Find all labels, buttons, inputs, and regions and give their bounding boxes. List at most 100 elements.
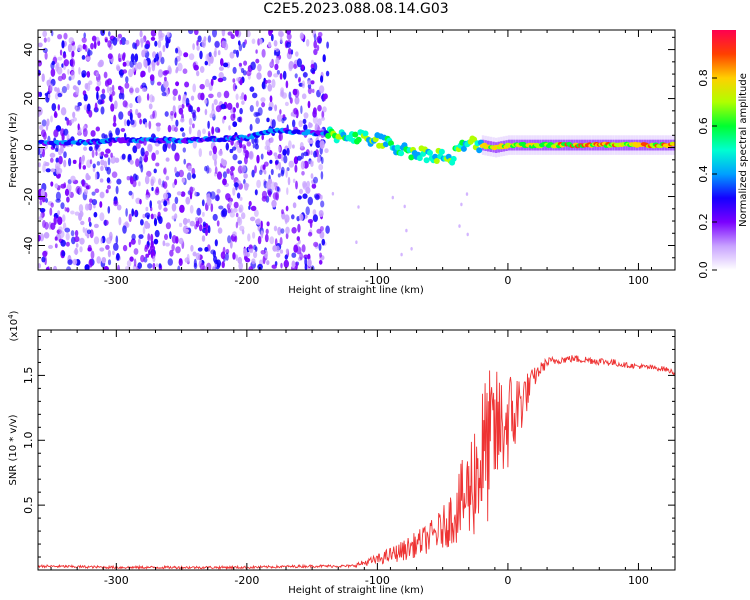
noise-speck	[241, 164, 247, 173]
noise-speck	[212, 152, 218, 161]
noise-speck	[208, 150, 213, 156]
noise-speck	[158, 263, 162, 269]
noise-speck	[137, 95, 142, 104]
noise-speck	[49, 207, 53, 216]
noise-speck	[199, 50, 203, 60]
noise-speck	[214, 259, 219, 265]
noise-speck	[278, 132, 282, 142]
noise-speck	[121, 92, 125, 100]
noise-speck	[113, 200, 119, 207]
noise-speck	[232, 78, 236, 83]
noise-speck	[274, 104, 278, 112]
noise-speck	[250, 205, 257, 212]
noise-speck	[95, 71, 99, 78]
noise-speck	[307, 253, 311, 261]
noise-speck	[282, 70, 287, 80]
noise-speck	[116, 65, 121, 72]
noise-speck	[276, 252, 281, 258]
noise-speck	[202, 221, 206, 227]
snr-x-ticks: -300 -200 -100 0 100	[50, 330, 653, 587]
noise-speck	[144, 212, 151, 218]
noise-speck	[220, 103, 226, 110]
noise-speck	[44, 162, 50, 167]
noise-speck	[206, 165, 210, 174]
noise-speck	[83, 188, 88, 196]
noise-speck	[242, 70, 247, 76]
noise-speck	[86, 175, 91, 181]
snr-y-ticks: 0.5 1.0 1.5	[22, 335, 675, 558]
noise-speck	[285, 205, 289, 212]
noise-speck	[78, 67, 81, 75]
noise-speck	[135, 108, 139, 116]
signal-point	[427, 149, 433, 156]
noise-speck	[187, 165, 192, 172]
noise-speck	[308, 160, 314, 165]
noise-speck	[249, 123, 253, 132]
noise-speck	[294, 164, 298, 173]
noise-speck	[318, 163, 324, 171]
noise-speck	[181, 132, 186, 138]
noise-speck	[232, 231, 237, 237]
noise-speck	[255, 49, 258, 54]
noise-speck	[188, 117, 193, 126]
noise-speck	[107, 40, 112, 48]
noise-speck	[216, 91, 222, 98]
sparse-point	[458, 224, 461, 228]
noise-speck	[132, 66, 136, 73]
noise-speck	[169, 249, 174, 257]
noise-speck	[262, 164, 266, 170]
noise-speck	[293, 244, 299, 253]
noise-speck	[192, 43, 195, 51]
noise-speck	[61, 250, 66, 257]
noise-speck	[130, 238, 136, 245]
noise-speck	[297, 195, 302, 200]
noise-speck	[288, 60, 294, 70]
noise-speck	[50, 115, 53, 123]
noise-speck	[270, 34, 274, 42]
noise-speck	[122, 225, 127, 234]
noise-speck	[187, 218, 191, 223]
noise-speck	[249, 216, 256, 222]
noise-speck	[239, 225, 245, 232]
spectrogram-x-axis-title: Height of straight line (km)	[288, 285, 424, 296]
noise-speck	[88, 216, 91, 223]
noise-speck	[147, 65, 151, 73]
noise-speck	[71, 50, 75, 58]
noise-speck	[81, 55, 86, 60]
noise-speck	[175, 236, 179, 244]
noise-speck	[97, 61, 103, 68]
noise-speck	[64, 227, 71, 233]
colorbar: 0.0 0.2 0.4 0.6 0.8 Normalized spectral ampl…	[697, 30, 749, 279]
noise-speck	[233, 182, 239, 188]
noise-speck	[175, 47, 179, 54]
noise-speck	[192, 83, 196, 93]
x-tick-label: -100	[365, 574, 390, 587]
noise-speck	[116, 204, 122, 211]
noise-speck	[277, 173, 281, 178]
noise-speck	[303, 254, 309, 260]
noise-speck	[70, 175, 76, 182]
noise-speck	[100, 151, 105, 156]
noise-speck	[61, 73, 67, 80]
noise-speck	[268, 106, 273, 111]
noise-speck	[100, 159, 105, 166]
noise-speck	[241, 212, 246, 220]
noise-speck	[273, 40, 278, 47]
noise-speck	[191, 109, 197, 115]
noise-speck	[247, 233, 251, 242]
noise-speck	[271, 79, 276, 88]
noise-speck	[183, 52, 189, 58]
noise-speck	[255, 117, 260, 124]
noise-speck	[298, 120, 303, 128]
noise-speck	[155, 122, 161, 127]
noise-speck	[38, 234, 41, 242]
noise-speck	[74, 236, 80, 243]
spectrogram-frame	[37, 29, 676, 271]
signal-point	[352, 131, 359, 138]
noise-speck	[145, 206, 149, 212]
noise-speck	[277, 114, 283, 122]
noise-speck	[243, 145, 247, 154]
noise-speck	[177, 265, 181, 270]
noise-speck	[178, 50, 183, 57]
noise-speck	[59, 230, 65, 239]
